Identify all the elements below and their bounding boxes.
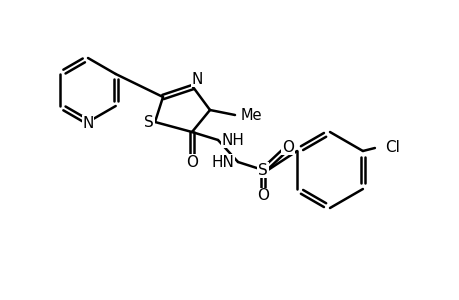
Text: O: O bbox=[257, 188, 269, 203]
Text: Me: Me bbox=[241, 107, 262, 122]
Text: NH: NH bbox=[222, 133, 244, 148]
Text: N: N bbox=[82, 116, 94, 130]
Text: O: O bbox=[281, 140, 293, 154]
Text: S: S bbox=[257, 163, 267, 178]
Text: O: O bbox=[185, 154, 197, 169]
Text: N: N bbox=[191, 71, 202, 86]
Text: HN: HN bbox=[211, 154, 234, 169]
Text: S: S bbox=[144, 115, 154, 130]
Text: Cl: Cl bbox=[384, 140, 399, 154]
